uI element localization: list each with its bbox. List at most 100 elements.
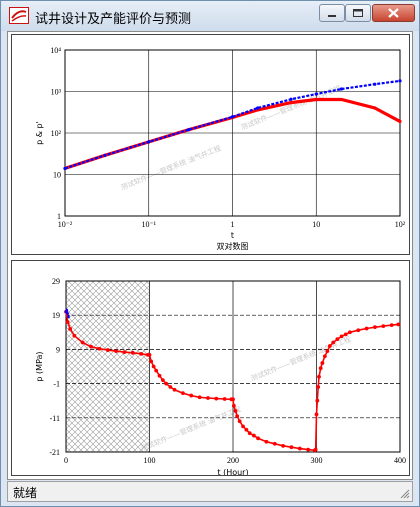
x-tick-label: 10⁻¹ <box>141 220 156 229</box>
y-tick-label: 10⁴ <box>50 46 61 55</box>
series-red-point <box>244 427 249 432</box>
minimize-button[interactable] <box>319 4 345 22</box>
shaded-flow-period <box>66 281 150 452</box>
chart-title: 双对数图 <box>217 241 249 251</box>
watermark: 测试软件——管理系统 油气井工程 <box>249 334 352 383</box>
window-title: 试井设计及产能评价与预测 <box>35 12 192 27</box>
series-red-point <box>381 324 386 329</box>
series-red-point <box>206 396 210 400</box>
series-red-point <box>233 409 238 413</box>
series-red-point <box>149 359 154 364</box>
series-red-point <box>164 381 169 386</box>
y-tick-label: 9 <box>56 345 60 354</box>
series-red-point <box>122 350 127 355</box>
y-tick-label: -1 <box>53 380 60 389</box>
series-red-point <box>320 361 325 365</box>
series-red-point <box>130 350 135 355</box>
series-blue-point <box>67 315 70 319</box>
series-red-point <box>297 446 302 451</box>
x-tick-label: 300 <box>311 456 323 465</box>
series-red-point <box>398 119 402 124</box>
series-red-point <box>316 385 321 389</box>
series-blue-point <box>103 153 107 157</box>
series-red-point <box>168 385 173 389</box>
y-tick-label: 10 <box>53 171 61 180</box>
series-red-point <box>289 101 293 105</box>
series-red-point <box>231 397 235 402</box>
minimize-icon <box>328 15 336 17</box>
y-axis-label: p & p' <box>35 121 44 145</box>
close-button[interactable] <box>372 4 415 22</box>
x-axis-label: t <box>231 231 234 240</box>
series-red-point <box>335 337 340 342</box>
client-area: 测试软件——管理系统 油气井工程 测试软件——管理系统 油气井工程 10⁻² 10⁻¹… <box>7 31 413 480</box>
series-red-point <box>172 387 177 392</box>
series-red-point <box>373 325 377 330</box>
watermark: 测试软件——管理系统 油气井工程 <box>139 404 242 453</box>
series-red-point <box>68 326 73 331</box>
series-blue-point <box>289 97 293 101</box>
series-red-point <box>151 364 156 369</box>
app-logo-icon <box>9 7 29 24</box>
series-red-point <box>315 398 320 403</box>
series-red-point <box>256 436 260 441</box>
series-red-point <box>313 447 318 452</box>
x-axis-label: t (Hour) <box>217 468 248 475</box>
series-red-point <box>343 332 348 337</box>
x-tick-label: 400 <box>394 456 406 465</box>
series-red-point <box>154 368 159 373</box>
x-tick-label: 10⁻² <box>58 220 73 229</box>
series-red-point <box>281 443 285 448</box>
series-red-point <box>317 374 321 379</box>
watermark: 测试软件——管理系统 油气井工程 <box>239 83 342 132</box>
y-tick-label: -11 <box>50 414 60 423</box>
status-text: 就绪 <box>13 486 38 500</box>
series-red-point <box>222 397 227 401</box>
series-red-point <box>114 349 118 354</box>
x-tick-label: 1 <box>231 220 235 229</box>
watermark: 测试软件——管理系统 油气井工程 <box>119 143 222 192</box>
series-blue-point <box>339 87 344 91</box>
series-red-point <box>264 439 269 444</box>
series-red-point <box>396 322 401 327</box>
maximize-icon <box>353 9 363 17</box>
x-tick-label: 200 <box>227 456 239 465</box>
series-red-point <box>241 424 245 429</box>
series-red-point <box>80 340 85 345</box>
y-tick-label: 10³ <box>51 88 62 97</box>
series-red-point <box>314 412 319 417</box>
series-red-point <box>318 366 323 371</box>
series-blue-point <box>66 312 69 315</box>
series-red-point <box>105 348 110 352</box>
series-red-point <box>325 349 330 354</box>
x-tick-label: 10² <box>395 220 406 229</box>
series-red-point <box>247 431 252 436</box>
series-blue-point <box>147 140 151 144</box>
series-red-point <box>147 352 152 357</box>
series-blue-point <box>230 115 235 119</box>
title-bar[interactable]: 试井设计及产能评价与预测 <box>1 1 419 31</box>
series-red-point <box>327 344 332 348</box>
series-red-point <box>237 419 242 424</box>
series-blue-point <box>398 79 402 83</box>
x-tick-label: 100 <box>144 456 156 465</box>
status-bar: 就绪 <box>7 481 413 502</box>
series-red-point <box>197 395 202 400</box>
log-log-chart-panel: 测试软件——管理系统 油气井工程 测试软件——管理系统 油气井工程 10⁻² 10⁻¹… <box>11 34 410 255</box>
y-tick-label: 1 <box>57 212 61 221</box>
y-tick-label: 29 <box>52 277 60 286</box>
series-red-point <box>231 403 236 408</box>
maximize-button[interactable] <box>345 4 371 22</box>
y-tick-label: 19 <box>52 311 60 320</box>
series-red-point <box>348 330 352 335</box>
series-blue-point <box>314 92 318 96</box>
series-red-point <box>214 396 219 401</box>
resize-grip-icon[interactable] <box>400 489 410 499</box>
series-red-point <box>373 106 377 110</box>
series-red-point <box>322 354 327 359</box>
series-blue-point <box>63 166 67 171</box>
series-red-point <box>89 344 93 349</box>
close-icon <box>388 8 399 18</box>
y-tick-label: -21 <box>49 448 60 457</box>
